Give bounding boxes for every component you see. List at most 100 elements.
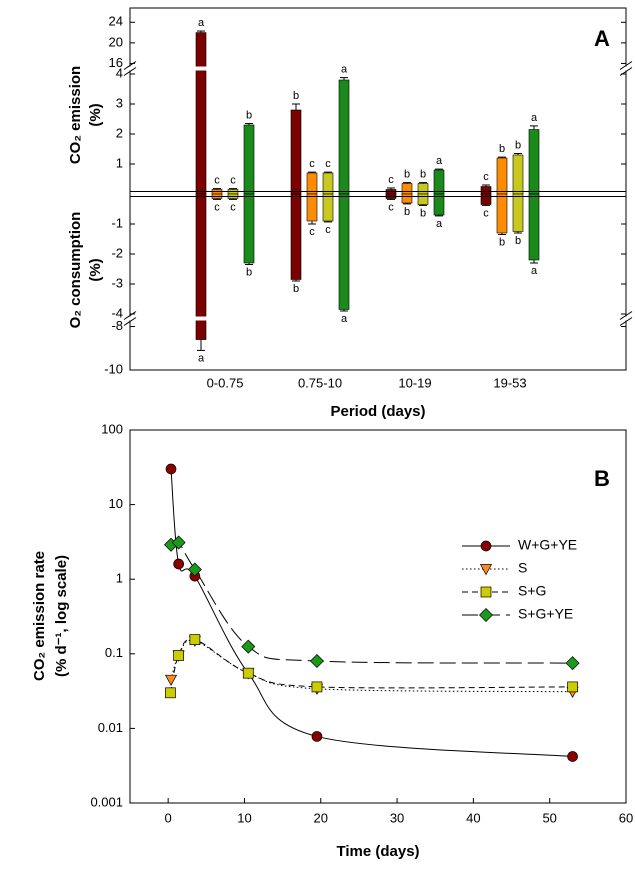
significance-letter: b — [404, 206, 410, 218]
line — [169, 638, 573, 693]
bar — [433, 169, 445, 195]
axis-break — [620, 316, 632, 321]
axis-break — [620, 66, 632, 71]
significance-letter: b — [420, 207, 426, 219]
bar — [401, 183, 413, 195]
axis-break — [124, 316, 136, 321]
significance-letter: b — [293, 283, 299, 295]
bar — [243, 193, 255, 264]
y-axis-title: CO₂ emission rate — [31, 551, 48, 681]
x-tick-label: 40 — [466, 810, 480, 825]
frame-b — [129, 429, 627, 804]
axis-break — [123, 311, 137, 320]
y-tick-label: 0.001 — [90, 794, 123, 809]
axis-break — [619, 317, 633, 326]
y-tick-label: 10 — [109, 496, 123, 511]
axis-break — [123, 317, 137, 326]
x-tick-label: 0 — [165, 810, 172, 825]
marker — [165, 687, 176, 699]
line — [170, 639, 573, 693]
marker — [567, 751, 578, 762]
significance-letter: c — [214, 175, 220, 187]
marker — [309, 654, 324, 669]
significance-letter: a — [341, 64, 348, 76]
bar — [433, 193, 445, 216]
bar — [512, 193, 524, 232]
legend-marker — [479, 564, 493, 576]
significance-letter: a — [531, 112, 538, 124]
significance-letter: b — [499, 236, 505, 248]
bar — [322, 193, 334, 222]
significance-letter: c — [388, 201, 394, 213]
significance-letter: c — [230, 201, 236, 213]
bar — [512, 154, 524, 195]
axis-break — [195, 316, 207, 321]
y-axis-title: CO₂ emission — [67, 66, 84, 164]
y-tick-label: -2 — [111, 245, 123, 260]
significance-letter: b — [246, 109, 252, 121]
bar — [480, 193, 492, 205]
x-axis-title: Time (days) — [336, 843, 419, 860]
axis-break — [619, 311, 633, 320]
axis-break — [619, 67, 633, 76]
significance-letter: c — [230, 175, 236, 187]
significance-letter: b — [404, 169, 410, 181]
y-tick-label: -1 — [111, 215, 123, 230]
significance-letter: a — [436, 155, 443, 167]
significance-letter: b — [499, 143, 505, 155]
marker — [164, 674, 178, 686]
significance-letter: c — [483, 171, 489, 183]
bar — [496, 157, 508, 195]
significance-letter: c — [325, 158, 331, 170]
legend-label: W+G+YE — [518, 537, 577, 553]
legend-marker — [479, 608, 493, 622]
bar — [417, 183, 429, 195]
marker — [311, 731, 323, 742]
y-tick-label: -3 — [111, 275, 123, 290]
panel-label: B — [594, 466, 610, 491]
y-tick-label: 16 — [109, 55, 123, 70]
legend-label: S+G+YE — [518, 606, 573, 622]
axis-break — [619, 61, 633, 70]
x-tick-label: 0-0.75 — [207, 375, 244, 390]
marker — [242, 667, 254, 679]
significance-letter: a — [531, 265, 538, 277]
bar — [322, 172, 334, 195]
significance-letter: a — [341, 313, 348, 325]
significance-letter: c — [388, 174, 394, 186]
marker — [173, 558, 184, 570]
x-tick-label: 20 — [314, 810, 328, 825]
y-tick-label: -10 — [104, 361, 123, 376]
bar — [338, 79, 350, 195]
y-tick-label: 24 — [109, 14, 123, 29]
significance-letter: c — [309, 158, 315, 170]
significance-letter: b — [420, 169, 426, 181]
x-tick-label: 50 — [542, 810, 556, 825]
axis-break — [123, 67, 137, 76]
x-tick-label: 60 — [619, 810, 633, 825]
marker — [565, 656, 580, 671]
bar — [290, 109, 302, 195]
significance-letter: b — [515, 139, 521, 151]
significance-letter: b — [246, 266, 252, 278]
y-tick-label: 1 — [116, 571, 123, 586]
significance-letter: a — [436, 218, 443, 230]
significance-letter: a — [198, 17, 205, 29]
bar — [528, 129, 540, 195]
marker — [241, 639, 256, 654]
significance-letter: c — [214, 201, 220, 213]
y-tick-label: 20 — [109, 34, 123, 49]
bar — [306, 193, 318, 222]
legend-label: S+G — [518, 583, 546, 599]
significance-letter: c — [325, 224, 331, 236]
marker — [171, 535, 186, 550]
x-tick-label: 0.75-10 — [298, 375, 342, 390]
x-tick-label: 10 — [237, 810, 251, 825]
marker — [567, 681, 578, 693]
marker — [189, 634, 201, 645]
x-axis-title: Period (days) — [330, 403, 425, 420]
y-tick-label: 2 — [116, 125, 123, 140]
significance-letter: b — [293, 90, 299, 102]
y-axis-title: (% d⁻¹, log scale) — [53, 555, 70, 677]
